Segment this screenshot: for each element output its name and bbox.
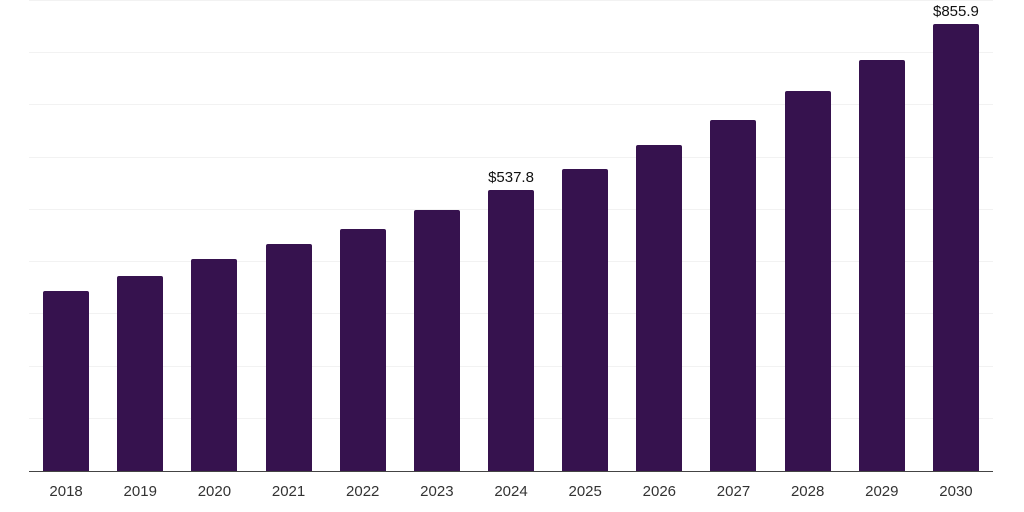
- x-tick-label-2027: 2027: [716, 483, 751, 500]
- plot-area: $537.8 $855.9: [29, 0, 993, 472]
- bar-2019: [117, 276, 164, 471]
- bar-2028: [784, 91, 831, 471]
- gridline-800: [29, 52, 993, 54]
- bar-slot-2018: [29, 1, 103, 471]
- gridline-900: [29, 0, 993, 1]
- gridline-600: [29, 156, 993, 158]
- x-tick-label-2021: 2021: [271, 483, 306, 500]
- bar-2029: [858, 59, 905, 471]
- bar-slot-2019: [103, 1, 177, 471]
- bar-slot-2028: [771, 1, 845, 471]
- bar-2030: [932, 24, 979, 471]
- x-tick-label-2019: 2019: [123, 483, 157, 500]
- bar-2025: [562, 168, 609, 471]
- bar-slot-2024: $537.8: [474, 1, 548, 471]
- x-tick-label-2029: 2029: [865, 483, 899, 500]
- bar-series: $537.8 $855.9: [29, 1, 993, 471]
- bar-2020: [191, 258, 238, 471]
- x-tick-label-2024: 2024: [494, 483, 528, 500]
- x-tick-label-2022: 2022: [346, 483, 380, 500]
- x-tick-label-2025: 2025: [568, 483, 602, 500]
- value-label-2030: $855.9: [933, 3, 979, 21]
- bar-slot-2025: [548, 1, 622, 471]
- bar-slot-2020: [177, 1, 251, 471]
- bar-2022: [339, 228, 386, 471]
- x-tick-label-2018: 2018: [49, 483, 83, 500]
- bar-slot-2023: [400, 1, 474, 471]
- bar-2024: [488, 190, 535, 471]
- x-tick-label-2023: 2023: [420, 483, 454, 500]
- bar-2018: [43, 290, 90, 471]
- gridline-700: [29, 104, 993, 106]
- bar-slot-2021: [251, 1, 325, 471]
- bar-slot-2030: $855.9: [919, 1, 993, 471]
- bar-2026: [636, 145, 683, 471]
- value-label-2024: $537.8: [488, 169, 534, 187]
- x-tick-label-2030: 2030: [939, 483, 973, 500]
- x-axis-labels: 2018 2019 2020 2021 2022 2023 2024 2025 2026 2027…: [29, 483, 993, 501]
- bar-2021: [265, 243, 312, 471]
- bar-2023: [413, 209, 460, 471]
- bar-2027: [710, 119, 757, 471]
- bar-slot-2022: [326, 1, 400, 471]
- x-tick-label-2026: 2026: [642, 483, 677, 500]
- bar-slot-2026: [622, 1, 696, 471]
- bar-slot-2029: [845, 1, 919, 471]
- x-tick-label-2028: 2028: [790, 483, 825, 500]
- x-tick-label-2020: 2020: [197, 483, 232, 500]
- bar-slot-2027: [696, 1, 770, 471]
